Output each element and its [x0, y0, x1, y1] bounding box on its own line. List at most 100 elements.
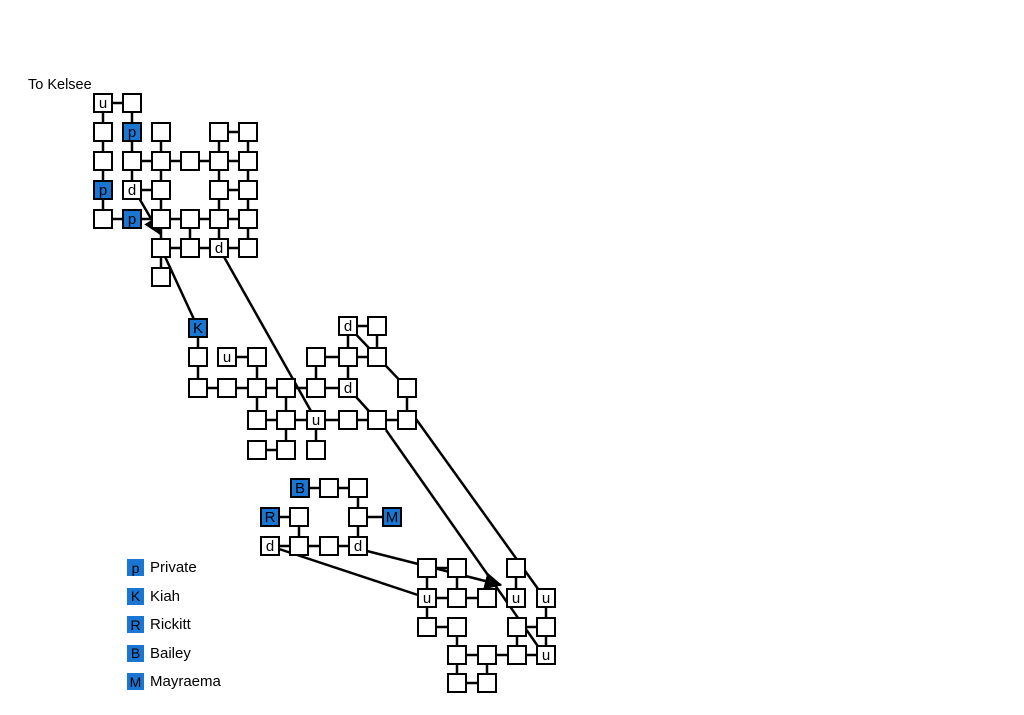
room — [93, 122, 113, 142]
room-private: p — [93, 180, 113, 200]
room-down-exit: d — [209, 238, 229, 258]
room — [151, 267, 171, 287]
room — [217, 378, 237, 398]
room-private: p — [122, 209, 142, 229]
room — [151, 209, 171, 229]
room — [151, 151, 171, 171]
room-private: p — [122, 122, 142, 142]
legend-label: Bailey — [150, 644, 191, 662]
room — [338, 347, 358, 367]
room — [397, 378, 417, 398]
room — [93, 209, 113, 229]
room-connection — [384, 429, 544, 653]
room — [477, 588, 497, 608]
legend-item-bailey: B Bailey — [127, 644, 221, 662]
legend-item-rickitt: R Rickitt — [127, 616, 221, 633]
room — [348, 478, 368, 498]
room — [180, 151, 200, 171]
legend-item-private: p Private — [127, 559, 221, 576]
room-bailey: B — [290, 478, 310, 498]
room — [306, 347, 326, 367]
room — [417, 558, 437, 578]
room — [447, 673, 467, 693]
room — [276, 378, 296, 398]
room — [247, 378, 267, 398]
room — [417, 617, 437, 637]
room — [180, 238, 200, 258]
room-rickitt: R — [260, 507, 280, 527]
legend-label: Rickitt — [150, 616, 191, 633]
legend-label: Private — [150, 559, 197, 576]
room — [209, 122, 229, 142]
legend-swatch-icon: M — [127, 673, 144, 690]
room-up-exit: u — [536, 588, 556, 608]
room — [319, 536, 339, 556]
room — [238, 151, 258, 171]
room — [238, 180, 258, 200]
room — [238, 122, 258, 142]
room — [447, 617, 467, 637]
room — [507, 617, 527, 637]
room — [209, 209, 229, 229]
room — [477, 673, 497, 693]
room — [276, 440, 296, 460]
room — [507, 645, 527, 665]
room — [151, 180, 171, 200]
legend-item-kiah: K Kiah — [127, 587, 221, 605]
room — [447, 645, 467, 665]
room — [247, 347, 267, 367]
room — [188, 347, 208, 367]
room-up-exit: u — [217, 347, 237, 367]
room — [447, 558, 467, 578]
room — [188, 378, 208, 398]
legend-swatch-icon: K — [127, 587, 144, 605]
room — [93, 151, 113, 171]
room — [151, 122, 171, 142]
room-kiah: K — [188, 318, 208, 338]
room — [247, 440, 267, 460]
room-up-exit: u — [506, 588, 526, 608]
room-up-exit: u — [417, 588, 437, 608]
room — [338, 410, 358, 430]
room — [397, 410, 417, 430]
legend-swatch-icon: R — [127, 616, 144, 633]
legend-label: Kiah — [150, 587, 181, 605]
room-down-exit: d — [338, 316, 358, 336]
room-up-exit: u — [306, 410, 326, 430]
room — [367, 316, 387, 336]
room-up-exit: u — [93, 93, 113, 113]
room — [276, 410, 296, 430]
room-connection — [217, 247, 318, 421]
room-mayraema: M — [382, 507, 402, 527]
room — [122, 151, 142, 171]
room — [238, 209, 258, 229]
legend-label: Mayraema — [150, 673, 221, 690]
map-title: To Kelsee — [28, 77, 92, 93]
room — [151, 238, 171, 258]
room — [367, 347, 387, 367]
room — [306, 440, 326, 460]
room-connection — [159, 247, 200, 329]
room-up-exit: u — [536, 645, 556, 665]
legend-swatch-icon: p — [127, 559, 144, 576]
legend: p Private K Kiah R Rickitt B Bailey M Mayraema — [127, 559, 221, 690]
room — [319, 478, 339, 498]
room — [367, 410, 387, 430]
room — [289, 536, 309, 556]
room — [247, 410, 267, 430]
room — [209, 180, 229, 200]
room — [209, 151, 229, 171]
legend-item-mayraema: M Mayraema — [127, 673, 221, 690]
room — [289, 507, 309, 527]
legend-swatch-icon: B — [127, 644, 144, 662]
room-down-exit: d — [122, 180, 142, 200]
room — [180, 209, 200, 229]
room — [447, 588, 467, 608]
room-down-exit: d — [260, 536, 280, 556]
room — [306, 378, 326, 398]
room — [122, 93, 142, 113]
room — [536, 617, 556, 637]
room — [477, 645, 497, 665]
room — [348, 507, 368, 527]
